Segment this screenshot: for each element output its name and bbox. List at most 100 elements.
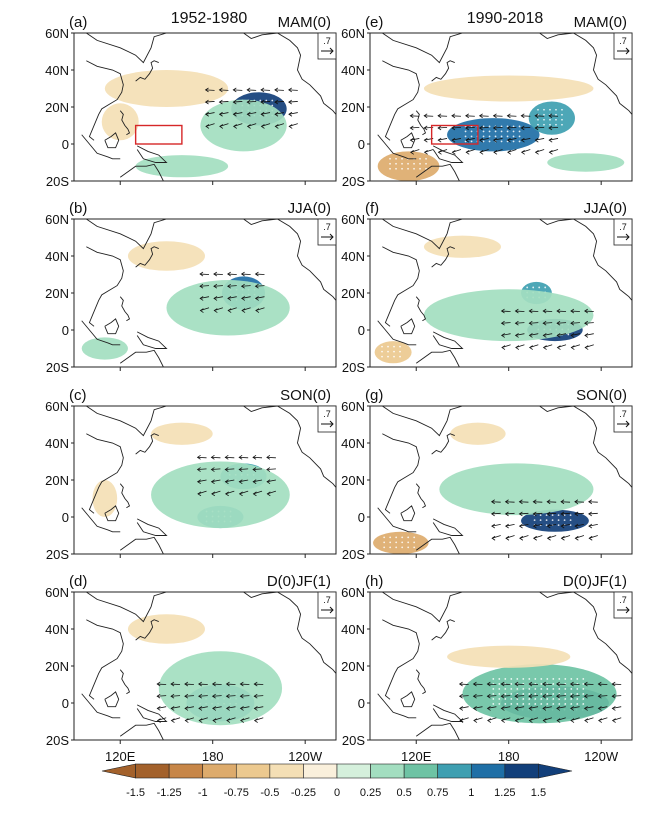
lat-tick-label: 0 (62, 137, 69, 152)
anomaly-patch (547, 153, 625, 172)
wind-arrow (533, 512, 543, 515)
lat-tick-label: 20S (46, 360, 69, 375)
wind-arrow (241, 307, 251, 311)
reference-vector: .7 (317, 32, 337, 60)
wind-arrow (254, 717, 264, 721)
wind-arrow (501, 706, 511, 709)
lat-tick-label: 60N (341, 585, 365, 600)
wind-arrow (535, 138, 545, 141)
coastline (400, 505, 416, 522)
reference-vector-label: .7 (619, 36, 627, 46)
wind-arrow (547, 512, 557, 515)
season-label: JJA(0) (584, 200, 627, 217)
wind-arrow (507, 138, 517, 141)
colorbar-label: -0.5 (260, 787, 279, 799)
wind-arrow (501, 344, 511, 348)
season-label: D(0)JF(1) (563, 573, 627, 590)
wind-arrow (612, 717, 622, 721)
coastline (539, 406, 632, 488)
coastline (181, 592, 183, 593)
wind-arrow (241, 285, 251, 287)
coastline (243, 33, 336, 115)
coastline (415, 669, 427, 695)
season-label: JJA(0) (288, 200, 331, 217)
wind-arrow (255, 285, 265, 287)
lat-tick-label: 20N (45, 473, 69, 488)
wind-arrow (529, 706, 539, 709)
coastline (539, 219, 632, 301)
wind-arrow (255, 296, 265, 299)
wind-arrow (459, 706, 469, 709)
colorbar-bin (504, 763, 539, 779)
wind-arrow (542, 706, 552, 709)
wind-arrow (239, 490, 249, 495)
panel-tag: (g) (365, 387, 383, 404)
wind-arrow (410, 149, 420, 153)
season-label: MAM(0) (574, 14, 627, 31)
wind-arrow (543, 344, 553, 348)
wind-arrow (535, 126, 545, 129)
wind-arrow (584, 322, 594, 324)
wind-arrow (529, 333, 539, 336)
coastline (431, 60, 455, 82)
wind-arrow (228, 307, 237, 311)
coastline (432, 704, 464, 722)
coastline (382, 33, 463, 64)
anomaly-patch (127, 614, 205, 644)
wind-vectors (500, 308, 594, 350)
wind-arrow (211, 479, 221, 483)
wind-arrow (556, 706, 566, 709)
wind-arrow (205, 101, 215, 103)
wind-arrow (239, 479, 249, 483)
season-label: SON(0) (280, 387, 331, 404)
colorbar-label: 0.75 (427, 787, 448, 799)
coastline (136, 704, 168, 722)
coastline (81, 693, 121, 719)
wind-vectors (458, 681, 622, 723)
wind-arrow (575, 535, 585, 539)
wind-arrow (247, 101, 257, 103)
coastline (432, 145, 464, 163)
coastline (135, 619, 159, 641)
panel-tag: (c) (69, 387, 87, 404)
lat-tick-label: 20S (342, 360, 365, 375)
wind-arrow (612, 695, 622, 697)
wind-arrow (533, 524, 543, 527)
anomaly-patch (104, 70, 229, 107)
wind-arrow (570, 717, 580, 721)
lat-tick-label: 40N (341, 622, 365, 637)
map-panel: .7 (c) SON(0) 60N 40N 20N 0 20S (45, 387, 337, 562)
season-label: MAM(0) (278, 14, 331, 31)
colorbar-bin (336, 763, 371, 779)
wind-arrow (199, 717, 208, 721)
panel-tag: (h) (365, 573, 383, 590)
wind-arrow (465, 126, 475, 129)
anomaly-patch (377, 151, 440, 181)
reference-vector-label: .7 (619, 222, 627, 232)
wind-arrow (247, 123, 257, 127)
lat-tick-label: 60N (45, 399, 69, 414)
wind-arrow (288, 112, 298, 115)
wind-arrow (515, 322, 525, 324)
colorbar-label: 1.5 (531, 787, 546, 799)
coastline (400, 132, 416, 149)
wind-arrow (171, 695, 181, 697)
lat-tick-label: 0 (358, 137, 365, 152)
coastline (477, 406, 479, 407)
map-panel: .7 (d) D(0)JF(1) 60N 40N 20N 0 20S 120E 180 120W (45, 573, 337, 764)
colorbar-bin (303, 763, 338, 779)
wind-arrow (549, 138, 559, 141)
wind-arrow (171, 717, 181, 721)
lat-tick-label: 40N (45, 63, 69, 78)
wind-arrow (214, 307, 223, 311)
lat-tick-label: 40N (45, 622, 69, 637)
wind-vectors (196, 455, 277, 497)
wind-arrow (574, 512, 584, 515)
lat-tick-label: 40N (341, 249, 365, 264)
wind-arrow (543, 333, 553, 336)
period-title: 1990-2018 (467, 10, 544, 27)
wind-arrow (200, 307, 210, 311)
wind-arrow (240, 706, 250, 709)
colorbar-label: 1 (468, 787, 474, 799)
wind-arrow (274, 112, 284, 115)
